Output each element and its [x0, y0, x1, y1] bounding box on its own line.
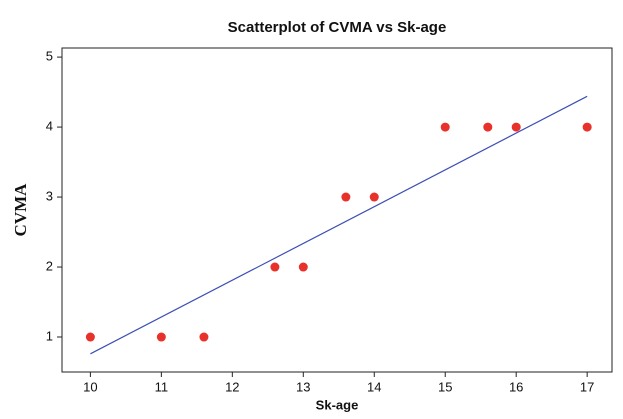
point: [483, 122, 493, 132]
point: [156, 332, 166, 342]
point: [270, 262, 280, 272]
plot-frame: [61, 47, 613, 373]
point: [85, 332, 95, 342]
point: [298, 262, 308, 272]
x-tick-label: 17: [580, 379, 594, 394]
point: [511, 122, 521, 132]
x-tick-label: 12: [225, 379, 239, 394]
x-tick-label: 11: [155, 379, 169, 394]
y-tick-label: 1: [46, 328, 53, 343]
point: [199, 332, 209, 342]
x-tick-label: 16: [509, 379, 523, 394]
point: [582, 122, 592, 132]
x-tick-label: 14: [367, 379, 381, 394]
x-tick-label: 13: [296, 379, 310, 394]
point: [440, 122, 450, 132]
x-tick-label: 15: [438, 379, 452, 394]
fit-line: [90, 95, 588, 355]
x-tick-label: 10: [83, 379, 97, 394]
y-tick-label: 3: [46, 188, 53, 203]
y-tick-label: 2: [46, 258, 53, 273]
y-tick-label: 5: [46, 49, 53, 64]
y-axis-label: CVMA: [11, 183, 30, 237]
point: [369, 192, 379, 202]
y-tick-label: 4: [46, 119, 53, 134]
x-axis-label: Sk-age: [316, 397, 359, 412]
chart-title: Scatterplot of CVMA vs Sk-age: [228, 19, 447, 36]
point: [341, 192, 351, 202]
